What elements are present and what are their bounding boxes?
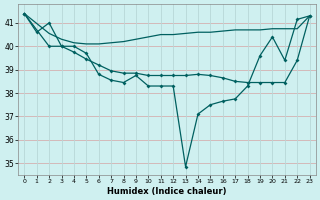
X-axis label: Humidex (Indice chaleur): Humidex (Indice chaleur) bbox=[107, 187, 227, 196]
